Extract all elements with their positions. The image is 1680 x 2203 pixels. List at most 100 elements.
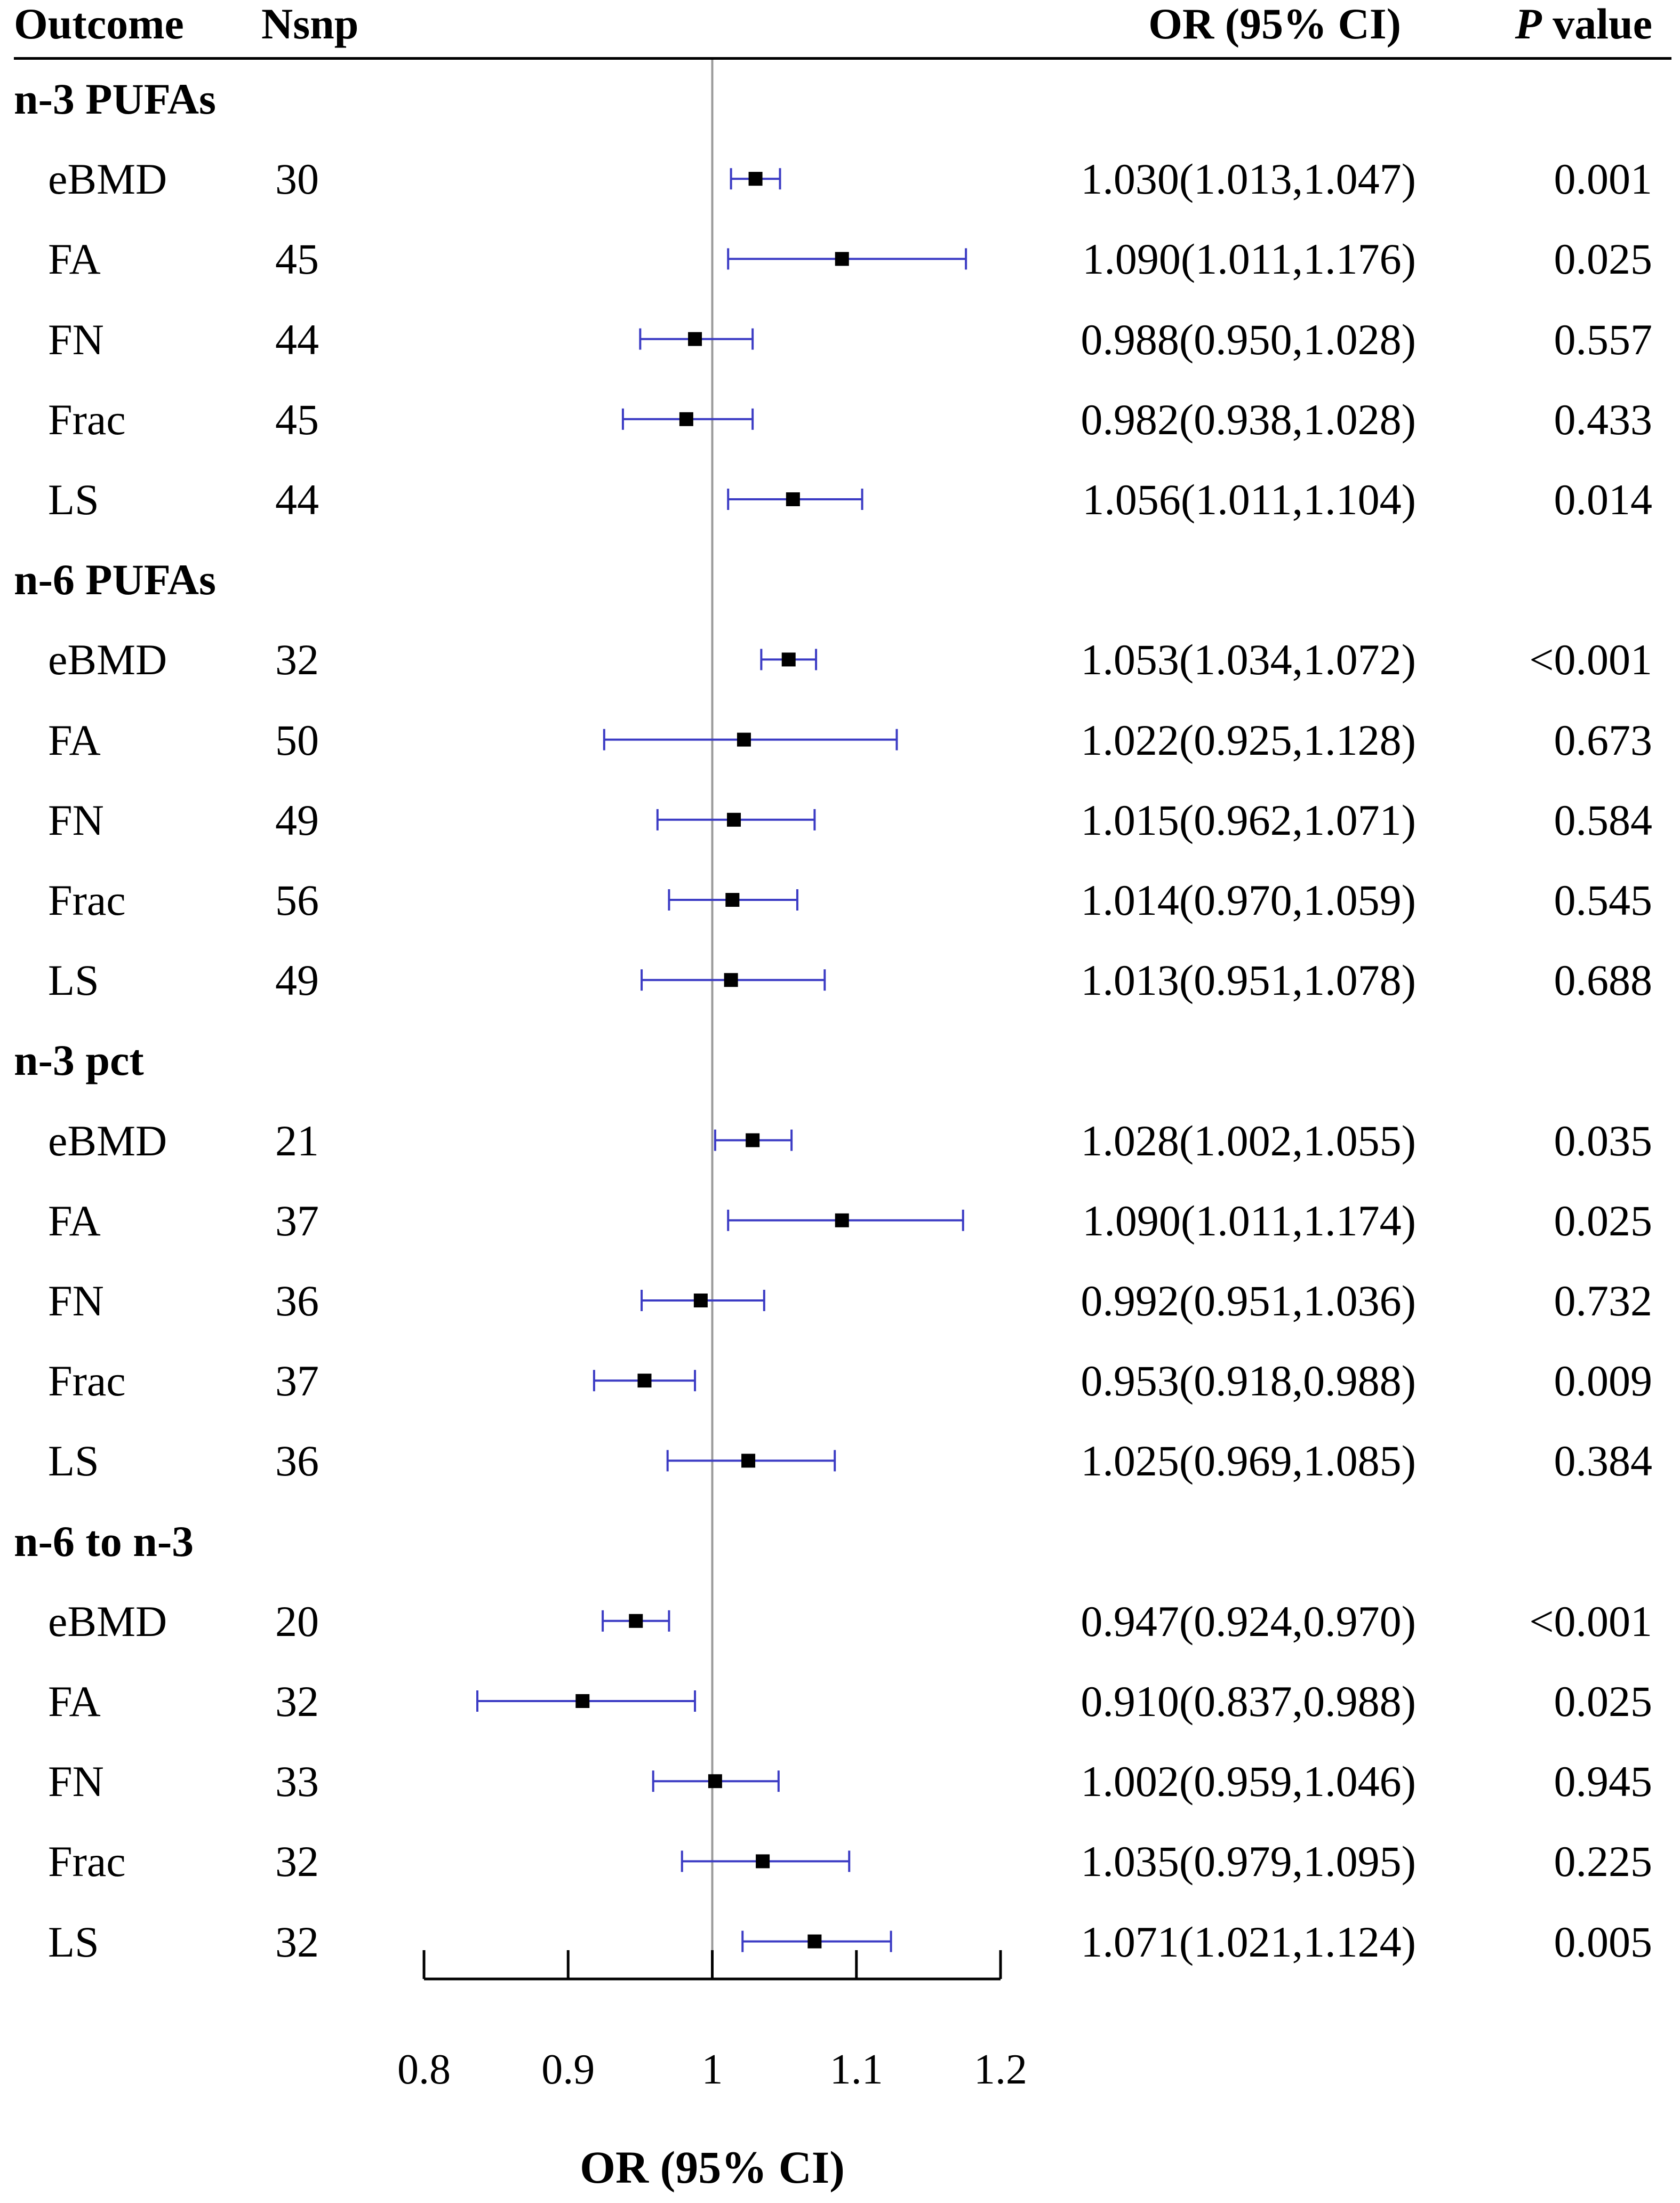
- row-nsnp-value: 56: [275, 876, 319, 924]
- row-or-ci-value: 1.090(1.011,1.176): [1082, 235, 1416, 284]
- x-axis-tick-label: 1: [701, 2046, 723, 2093]
- row-nsnp-value: 44: [275, 315, 319, 364]
- header-p-letter: P: [1515, 0, 1542, 48]
- header-rule: [14, 57, 1671, 60]
- x-axis-tick-label: 1.2: [974, 2046, 1027, 2093]
- row-p-value: 0.557: [1554, 315, 1653, 364]
- row-nsnp-value: 37: [275, 1196, 319, 1245]
- or-point-estimate: [727, 812, 741, 827]
- row-or-ci-value: 1.014(0.970,1.059): [1081, 876, 1416, 924]
- row-nsnp-value: 50: [275, 715, 319, 764]
- row-or-ci-value: 1.002(0.959,1.046): [1081, 1757, 1416, 1806]
- row-p-value: 0.545: [1554, 876, 1653, 924]
- or-point-estimate: [835, 1213, 849, 1227]
- row-p-value: 0.025: [1554, 1196, 1653, 1245]
- row-p-value: 0.225: [1554, 1837, 1653, 1886]
- row-p-value: 0.732: [1554, 1276, 1653, 1325]
- or-point-estimate: [786, 492, 800, 506]
- or-point-estimate: [835, 252, 849, 266]
- row-or-ci-value: 1.022(0.925,1.128): [1081, 715, 1416, 764]
- row-nsnp-value: 36: [275, 1276, 319, 1325]
- row-or-ci-value: 0.992(0.951,1.036): [1081, 1276, 1416, 1325]
- or-point-estimate: [724, 973, 738, 987]
- row-outcome-label: FN: [48, 1276, 104, 1325]
- row-outcome-label: FA: [48, 235, 101, 284]
- row-outcome-label: Frac: [48, 395, 126, 444]
- row-outcome-label: FA: [48, 1196, 101, 1245]
- or-point-estimate: [741, 1454, 756, 1468]
- row-p-value: 0.673: [1554, 715, 1653, 764]
- header-or-ci: OR (95% CI): [1148, 0, 1401, 48]
- group-heading: n-3 PUFAs: [14, 75, 216, 123]
- row-nsnp-value: 20: [275, 1597, 319, 1646]
- group-heading: n-3 pct: [14, 1036, 144, 1085]
- row-or-ci-value: 0.953(0.918,0.988): [1081, 1356, 1416, 1406]
- row-nsnp-value: 49: [275, 956, 319, 1005]
- or-point-estimate: [781, 652, 796, 667]
- row-nsnp-value: 45: [275, 395, 319, 444]
- row-nsnp-value: 49: [275, 795, 319, 844]
- row-p-value: 0.433: [1554, 395, 1653, 444]
- row-p-value: 0.035: [1554, 1116, 1653, 1165]
- or-point-estimate: [629, 1614, 643, 1628]
- row-or-ci-value: 0.988(0.950,1.028): [1081, 315, 1416, 364]
- row-outcome-label: eBMD: [48, 1597, 167, 1646]
- row-p-value: 0.014: [1554, 475, 1653, 524]
- or-point-estimate: [756, 1854, 770, 1869]
- or-point-estimate: [725, 893, 740, 907]
- row-or-ci-value: 1.056(1.011,1.104): [1082, 475, 1416, 524]
- row-nsnp-value: 32: [275, 1917, 319, 1966]
- header-p-value: P value: [1515, 2, 1652, 46]
- row-or-ci-value: 1.025(0.969,1.085): [1081, 1436, 1416, 1486]
- row-or-ci-value: 1.013(0.951,1.078): [1081, 956, 1416, 1005]
- row-nsnp-value: 37: [275, 1356, 319, 1406]
- group-heading: n-6 PUFAs: [14, 555, 216, 604]
- row-p-value: <0.001: [1529, 1597, 1652, 1646]
- row-or-ci-value: 1.053(1.034,1.072): [1081, 635, 1416, 684]
- row-outcome-label: Frac: [48, 876, 126, 924]
- row-outcome-label: FN: [48, 795, 104, 844]
- row-outcome-label: FN: [48, 1757, 104, 1806]
- row-outcome-label: eBMD: [48, 635, 167, 684]
- row-outcome-label: eBMD: [48, 1116, 167, 1165]
- row-nsnp-value: 45: [275, 235, 319, 284]
- row-outcome-label: FA: [48, 715, 101, 764]
- or-point-estimate: [748, 172, 763, 186]
- row-p-value: 0.025: [1554, 1677, 1653, 1726]
- row-nsnp-value: 30: [275, 155, 319, 204]
- or-point-estimate: [637, 1374, 652, 1388]
- row-outcome-label: Frac: [48, 1837, 126, 1886]
- row-or-ci-value: 1.028(1.002,1.055): [1081, 1116, 1416, 1165]
- x-axis-tick-label: 0.8: [397, 2046, 451, 2093]
- row-or-ci-value: 0.947(0.924,0.970): [1081, 1597, 1416, 1646]
- row-or-ci-value: 1.035(0.979,1.095): [1081, 1837, 1416, 1886]
- row-or-ci-value: 1.071(1.021,1.124): [1081, 1917, 1416, 1966]
- row-nsnp-value: 33: [275, 1757, 319, 1806]
- row-or-ci-value: 0.910(0.837,0.988): [1081, 1677, 1416, 1726]
- or-point-estimate: [693, 1294, 708, 1307]
- row-nsnp-value: 32: [275, 635, 319, 684]
- row-p-value: 0.025: [1554, 235, 1653, 284]
- or-point-estimate: [807, 1934, 822, 1949]
- x-axis-tick-label: 0.9: [541, 2046, 595, 2093]
- or-point-estimate: [746, 1133, 760, 1147]
- row-or-ci-value: 1.015(0.962,1.071): [1081, 795, 1416, 844]
- x-axis-tick-label: 1.1: [829, 2046, 883, 2093]
- row-p-value: 0.584: [1554, 795, 1653, 844]
- or-point-estimate: [575, 1694, 590, 1708]
- or-point-estimate: [688, 332, 702, 346]
- row-nsnp-value: 36: [275, 1436, 319, 1486]
- header-nsnp: Nsnp: [261, 0, 359, 48]
- row-outcome-label: FN: [48, 315, 104, 364]
- row-outcome-label: LS: [48, 1436, 99, 1486]
- row-nsnp-value: 32: [275, 1677, 319, 1726]
- row-outcome-label: eBMD: [48, 155, 167, 204]
- row-or-ci-value: 0.982(0.938,1.028): [1081, 395, 1416, 444]
- row-outcome-label: Frac: [48, 1356, 126, 1406]
- row-p-value: <0.001: [1529, 635, 1652, 684]
- row-outcome-label: LS: [48, 475, 99, 524]
- group-heading: n-6 to n-3: [14, 1516, 194, 1566]
- row-or-ci-value: 1.090(1.011,1.174): [1082, 1196, 1416, 1245]
- header-p-word: value: [1541, 0, 1652, 48]
